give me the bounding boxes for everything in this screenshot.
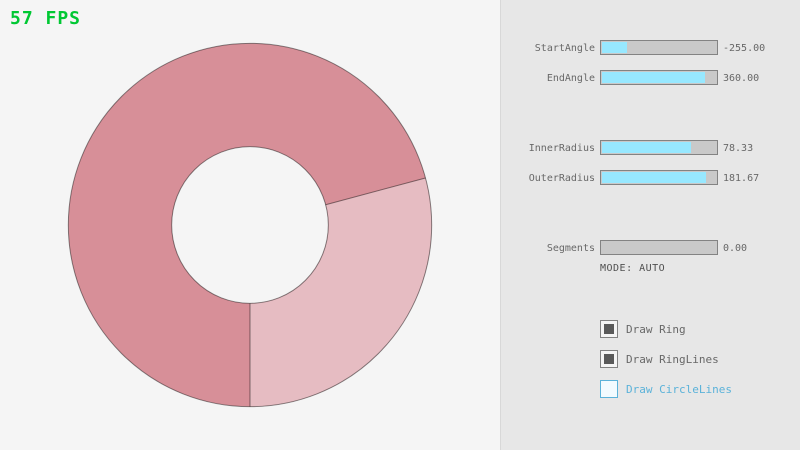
- slider-value-segments: 0.00: [723, 243, 748, 254]
- ring-sector-single: [250, 177, 432, 407]
- slider-row-segments: Segments 0.00: [0, 240, 800, 255]
- slider-value-end-angle: 360.00: [723, 73, 760, 84]
- slider-label-segments: Segments: [546, 243, 595, 254]
- checkmark-icon: [604, 324, 614, 334]
- ring-boundary-line: [325, 177, 426, 206]
- slider-outer-radius[interactable]: [600, 170, 718, 185]
- checkbox-row-draw-ringlines: Draw RingLines: [0, 350, 800, 368]
- checkbox-row-draw-ring: Draw Ring: [0, 320, 800, 338]
- ring-outline-inner: [171, 146, 329, 304]
- slider-start-angle[interactable]: [600, 40, 718, 55]
- checkbox-label-draw-circlelines: Draw CircleLines: [626, 383, 732, 396]
- slider-value-outer-radius: 181.67: [723, 173, 760, 184]
- slider-inner-radius[interactable]: [600, 140, 718, 155]
- slider-label-outer-radius: OuterRadius: [528, 173, 595, 184]
- checkbox-label-draw-ringlines: Draw RingLines: [626, 353, 719, 366]
- checkbox-row-draw-circlelines: Draw CircleLines: [0, 380, 800, 398]
- checkbox-draw-ring[interactable]: [600, 320, 618, 338]
- mode-indicator: MODE: AUTO: [600, 263, 666, 274]
- slider-label-start-angle: StartAngle: [534, 43, 595, 54]
- checkbox-draw-circlelines[interactable]: [600, 380, 618, 398]
- slider-fill: [602, 142, 692, 153]
- checkbox-label-draw-ring: Draw Ring: [626, 323, 686, 336]
- ring-outline-outer: [67, 42, 433, 408]
- slider-label-end-angle: EndAngle: [546, 73, 595, 84]
- fps-counter: 57 FPS: [10, 8, 82, 29]
- slider-fill: [602, 72, 705, 83]
- checkbox-draw-ringlines[interactable]: [600, 350, 618, 368]
- slider-label-inner-radius: InnerRadius: [528, 143, 595, 154]
- slider-end-angle[interactable]: [600, 70, 718, 85]
- slider-fill: [602, 42, 627, 53]
- slider-row-end-angle: EndAngle 360.00: [0, 70, 800, 85]
- slider-value-start-angle: -255.00: [723, 43, 766, 54]
- checkmark-icon: [604, 354, 614, 364]
- slider-segments[interactable]: [600, 240, 718, 255]
- slider-row-start-angle: StartAngle -255.00: [0, 40, 800, 55]
- slider-row-outer-radius: OuterRadius 181.67: [0, 170, 800, 185]
- slider-fill: [602, 172, 706, 183]
- slider-row-inner-radius: InnerRadius 78.33: [0, 140, 800, 155]
- slider-value-inner-radius: 78.33: [723, 143, 754, 154]
